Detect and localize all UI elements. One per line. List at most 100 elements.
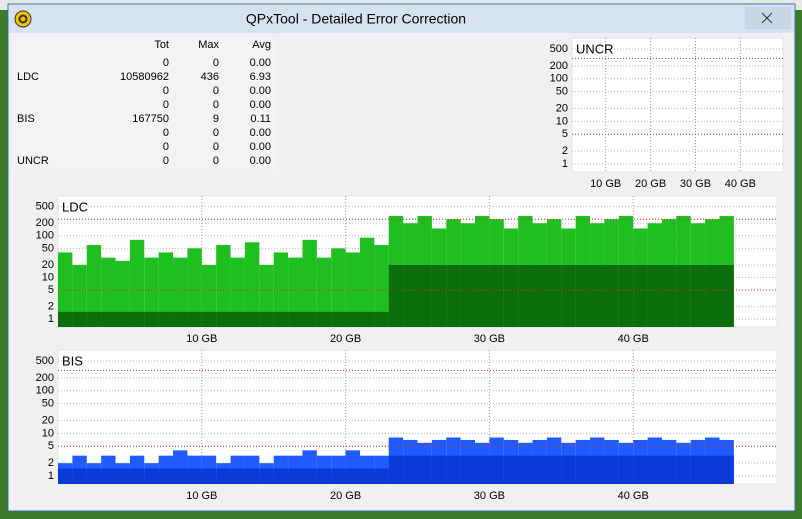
x-tick-label: 30 GB [474,490,505,502]
bar [374,245,389,327]
x-tick-label: 40 GB [618,490,649,502]
x-tick-label: 20 GB [330,333,361,345]
bar [72,264,87,327]
y-tick-label: 100 [36,230,54,242]
bar [115,311,130,327]
y-tick-label: 2 [48,301,54,313]
bar [302,468,317,484]
stats-cell: 9 [213,113,219,125]
bar [158,468,174,484]
stats-cell: 0 [163,155,169,167]
bar [431,264,447,327]
stats-table: Tot Max Avg 0 0 0.00 LDC 10580962 436 6.93 0 0 0.00 0… [17,39,271,167]
chart-title: LDC [62,199,88,214]
bar [129,239,145,327]
bar [546,264,562,327]
y-tick-label: 200 [550,60,568,72]
y-tick-label: 2 [562,145,568,157]
bar [58,468,73,484]
bar [475,264,490,327]
app-icon [14,10,32,28]
stats-cell: 0 [213,127,219,139]
bar [288,468,303,484]
bar [259,264,274,327]
stats-row-label: BIS [17,113,35,125]
bar [86,311,102,327]
bar [359,311,375,327]
bar [173,311,188,327]
bar [331,311,346,327]
bar [475,455,490,484]
bar [86,468,102,484]
bar [101,257,116,327]
bar [359,237,375,327]
bar [690,264,706,327]
bar [604,455,619,484]
bar [345,311,360,327]
bar [101,468,116,484]
stats-cell: 0.00 [250,57,271,69]
x-tick-label: 20 GB [635,178,666,190]
bar [187,468,202,484]
bar [259,468,274,484]
bar [532,455,547,484]
stats-cell: 0.00 [250,85,271,97]
bar [201,311,217,327]
bar [58,252,73,327]
stats-cell: 0 [213,57,219,69]
y-tick-label: 500 [36,201,54,213]
stats-panel [14,38,276,169]
y-tick-label: 5 [48,440,54,452]
bar [144,311,159,327]
stats-row-label: LDC [17,71,39,83]
x-tick-label: 40 GB [725,178,756,190]
bar [618,264,634,327]
bar [518,264,533,327]
bar [273,468,289,484]
bar [647,264,662,327]
bar [187,248,202,327]
bar [446,455,461,484]
bar [244,311,260,327]
bar [618,455,634,484]
app-icon-mark [18,14,28,24]
bar [201,468,217,484]
bar [503,264,519,327]
y-tick-label: 5 [48,284,54,296]
x-tick-label: 20 GB [330,490,361,502]
bar [417,264,432,327]
bar [575,455,591,484]
y-tick-label: 50 [556,85,568,97]
bar [244,468,260,484]
bar [647,455,662,484]
bar [158,252,174,327]
bar [518,455,533,484]
bar [431,455,447,484]
bar [403,455,418,484]
bar [633,455,648,484]
stats-cell: 0 [163,141,169,153]
bar [331,468,346,484]
stats-cell: 436 [201,71,219,83]
bar [288,257,303,327]
bar [460,264,476,327]
bar [345,468,360,484]
y-tick-label: 2 [48,457,54,469]
y-tick-label: 50 [42,397,54,409]
stats-header: Avg [252,39,271,51]
stats-cell: 0 [213,155,219,167]
bar [187,311,202,327]
bar [719,264,734,327]
bar [316,257,332,327]
stats-cell: 0 [163,99,169,111]
y-tick-label: 10 [556,115,568,127]
bar [216,468,231,484]
close-button[interactable] [745,7,791,29]
y-tick-label: 100 [550,73,568,85]
bar [158,311,174,327]
bar [489,455,504,484]
bar [590,455,605,484]
bar [72,311,87,327]
